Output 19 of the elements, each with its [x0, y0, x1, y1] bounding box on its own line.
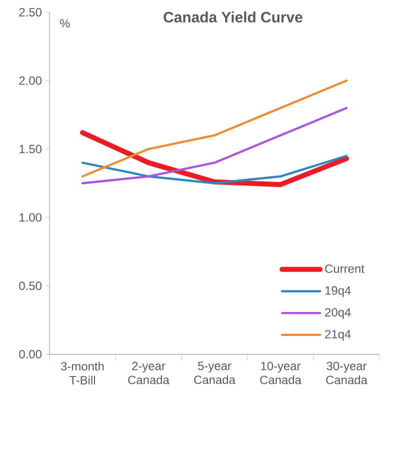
chart-title: Canada Yield Curve — [164, 12, 302, 22]
x-tick-label: 5-year Canada — [194, 362, 236, 384]
y-tick-label: 1.50 — [20, 144, 42, 154]
legend-label: 21q4 — [325, 330, 351, 341]
legend-label: Current — [325, 264, 364, 273]
x-tick-label: 2-year Canada — [128, 362, 170, 384]
y-tick-label: 2.00 — [19, 76, 42, 85]
y-axis-title: % — [60, 19, 70, 28]
legend-label: 19q4 — [325, 286, 351, 298]
x-tick-label: 30-year Canada — [326, 362, 368, 384]
line-series — [81, 80, 348, 178]
y-tick-label: 0.50 — [19, 282, 42, 290]
y-tick-label: 2.50 — [19, 8, 42, 16]
x-tick-label: 3-month T-Bill — [61, 362, 104, 384]
y-tick-label: 0.00 — [19, 350, 42, 358]
legend-label: 20q4 — [325, 308, 351, 319]
line-series — [81, 154, 348, 184]
x-tick-label: 10-year Canada — [260, 362, 302, 384]
y-tick-label: 1.00 — [20, 213, 42, 222]
